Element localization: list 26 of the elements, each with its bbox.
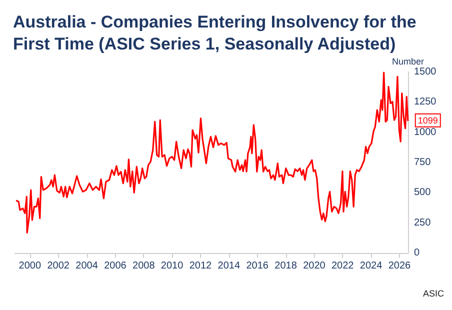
text: ASIC bbox=[422, 288, 444, 298]
y-tick-label: 1500 bbox=[414, 66, 437, 78]
y-tick-label: 500 bbox=[414, 187, 432, 198]
y-tick-label: 1000 bbox=[414, 126, 437, 138]
line-series bbox=[16, 72, 409, 234]
x-tick-label: 2008 bbox=[132, 260, 156, 272]
annotation: 1099 bbox=[418, 115, 438, 126]
x-tick-label: 2026 bbox=[388, 260, 412, 272]
x-tick-label: 2014 bbox=[218, 260, 240, 272]
x-tick-label: 2010 bbox=[160, 260, 184, 272]
y-tick-label: 750 bbox=[414, 157, 432, 168]
y-tick-label: 250 bbox=[414, 217, 432, 228]
x-tick-label: 2012 bbox=[189, 260, 212, 272]
chart-title: Australia - Companies Entering Insolvency for the First Time (ASIC Series 1, Seasonally Adjusted) bbox=[13, 12, 422, 54]
x-tick-label: 2022 bbox=[331, 260, 354, 272]
x-tick-label: 2002 bbox=[47, 260, 70, 272]
y-axis-title: Number bbox=[392, 56, 424, 66]
x-tick-label: 2004 bbox=[76, 260, 98, 272]
x-tick-label: 2020 bbox=[303, 260, 326, 272]
x-tick-label: 2000 bbox=[18, 260, 42, 272]
x-tick-label: 2016 bbox=[246, 260, 269, 272]
y-tick-label: 1250 bbox=[414, 96, 437, 108]
x-tick-label: 2018 bbox=[274, 260, 298, 272]
y-tick-label: 0 bbox=[414, 248, 420, 258]
x-tick-label: 2024 bbox=[360, 260, 383, 272]
x-tick-label: 2006 bbox=[104, 260, 127, 272]
